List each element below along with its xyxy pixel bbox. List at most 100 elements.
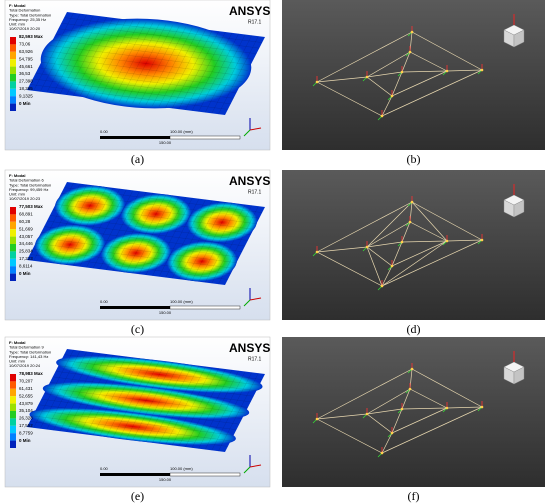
mesh-line [67,17,107,95]
legend-swatch [10,59,16,67]
legend-swatch [10,236,16,244]
mesh-line [44,57,242,82]
scale-label: 100.00 (mm) [170,466,193,471]
wire [366,201,413,248]
legend-swatch [10,207,16,215]
mesh-line [172,367,212,445]
mesh-line [166,200,206,278]
node [480,405,484,409]
wire [391,71,403,97]
header-line: Unit: mm [9,21,26,26]
mesh-line [38,405,236,430]
wire [381,406,483,454]
mesh-line [212,205,252,283]
legend-swatch [10,381,16,389]
node [380,451,384,455]
legend-label: 63,926 [19,49,33,54]
mode-lobe [40,18,252,109]
mesh-line [50,45,248,70]
mesh-line [58,29,256,54]
scale-bar [169,135,241,140]
mode-lobe [100,233,172,273]
header-line: Unit: mm [9,358,26,363]
mesh-line [86,20,126,98]
node [390,94,394,98]
mesh-line [36,410,234,435]
mesh-line [113,360,153,438]
mesh-line [53,40,251,65]
axis-triad [243,299,251,307]
legend-swatch [10,229,16,237]
legend-label: 70,207 [19,379,33,384]
mesh-line [146,364,186,442]
mesh-line [53,15,93,93]
mesh-line [218,36,258,114]
mesh-line [47,15,87,93]
header-line: Type: Total Deformation [9,349,51,354]
mesh-line [159,29,199,107]
mesh-line [30,254,228,279]
legend-swatch [10,96,16,104]
wire [366,76,393,97]
view-cube [513,199,525,218]
wire [446,69,483,72]
header-line: Total Deformation 6 [9,178,44,183]
wire [401,51,411,73]
node [365,75,369,79]
mesh-line [34,183,74,261]
legend-label: 51,669 [19,226,33,231]
node [315,250,319,254]
scale-label: 100.00 (mm) [170,299,193,304]
header-line: Frequency: 99,459 Hz [9,187,48,192]
legend-swatch [10,411,16,419]
mesh-line [199,371,239,449]
mesh-line [40,14,80,92]
wire [381,69,483,117]
plate [23,348,269,453]
mesh-line [56,34,254,59]
mode-lobe [54,185,126,226]
mesh-line [159,366,199,444]
mesh-line [61,193,259,218]
legend-label: 17,223 [19,256,33,261]
legend-swatch [10,103,16,111]
wire [411,368,483,408]
legend-swatch [10,440,16,448]
mesh-line [126,195,166,273]
legend-label: 43,879 [19,401,33,406]
legend-label: 0 Min [19,271,31,276]
mesh-line [36,243,234,268]
header-line: 10/07/2019 20:20 [9,26,41,31]
brand: ANSYS [229,174,270,188]
mesh-line [41,62,239,87]
wire [446,406,483,409]
legend-swatch [10,433,16,441]
wire [381,265,393,287]
mesh-line [73,18,113,96]
mesh-line [61,23,259,48]
mesh-line [179,31,219,109]
wire [316,31,413,83]
mesh-line [218,373,258,451]
header-line: F: Modal [9,340,25,345]
mode-lobe [120,194,192,234]
brand: ANSYS [229,4,270,18]
header-line: Frequency: 25,35 Hz [9,17,46,22]
mesh-line [47,352,87,430]
wire [401,70,448,73]
legend-label: 27,398 [19,79,33,84]
axis-triad [243,129,251,137]
caption: (e) [131,489,144,503]
mesh-line [212,35,252,113]
wire [316,413,368,420]
wire [366,388,411,415]
legend-label: 82,593 Max [19,34,43,39]
mesh-line [64,18,262,43]
wire [391,70,448,97]
axis-triad [249,464,262,468]
mesh-line [218,206,258,284]
legend-label: 25,834 [19,249,33,254]
wire [409,388,448,409]
